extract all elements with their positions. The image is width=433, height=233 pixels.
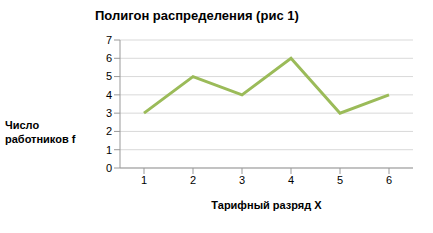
svg-text:Тарифный разряд X: Тарифный разряд X [211,199,322,211]
svg-text:6: 6 [106,52,112,64]
svg-text:5: 5 [106,70,112,82]
svg-text:2: 2 [106,125,112,137]
svg-text:7: 7 [106,34,112,46]
html-text:Число работников f: Число работников f [5,119,76,145]
svg-text:5: 5 [337,174,343,186]
svg-text:6: 6 [386,174,392,186]
html-text:Полигон распределения (рис 1): Полигон распределения (рис 1) [95,8,299,23]
svg-text:3: 3 [239,174,245,186]
svg-text:4: 4 [288,174,294,186]
svg-text:3: 3 [106,107,112,119]
svg-text:4: 4 [106,89,112,101]
svg-text:1: 1 [106,144,112,156]
svg-text:2: 2 [190,174,196,186]
svg-text:1: 1 [141,174,147,186]
svg-text:0: 0 [106,162,112,174]
